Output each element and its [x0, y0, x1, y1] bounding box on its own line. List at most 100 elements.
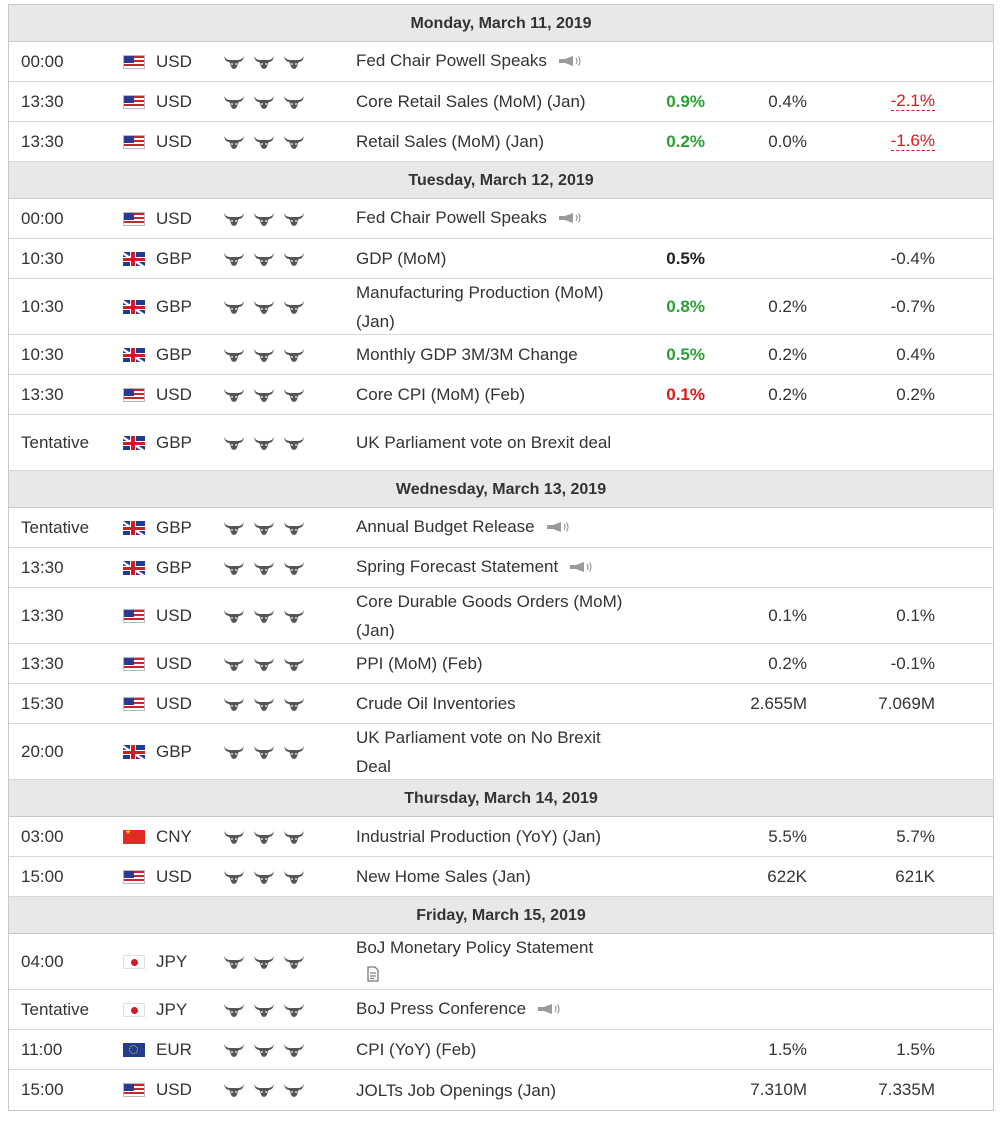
event-row[interactable]: 00:00 USD Fed Chair Powell Speaks	[9, 42, 993, 82]
event-name[interactable]: Manufacturing Production (MoM) (Jan)	[356, 282, 604, 331]
event-name-cell[interactable]: Monthly GDP 3M/3M Change	[356, 335, 631, 374]
previous-value[interactable]: -1.6%	[890, 131, 935, 151]
event-name-cell[interactable]: Core CPI (MoM) (Feb)	[356, 375, 631, 414]
event-time: 10:30	[21, 248, 64, 268]
event-row[interactable]: 13:30 USD PPI (MoM) (Feb) 0.2% -0.1%	[9, 644, 993, 684]
event-row[interactable]: 03:00 CNY Industrial Production (YoY) (Jan…	[9, 817, 993, 857]
event-name[interactable]: Spring Forecast Statement	[356, 557, 559, 577]
event-row[interactable]: Tentative GBP UK Parliament vote on Brexit…	[9, 415, 993, 471]
bull-icon	[223, 211, 245, 227]
event-name-cell[interactable]: Retail Sales (MoM) (Jan)	[356, 122, 631, 161]
event-name[interactable]: PPI (MoM) (Feb)	[356, 654, 483, 673]
event-name-cell[interactable]: Spring Forecast Statement	[356, 548, 631, 587]
event-name[interactable]: New Home Sales (Jan)	[356, 867, 531, 886]
event-row[interactable]: 15:00 USD New Home Sales (Jan) 622K 621K	[9, 857, 993, 897]
event-name[interactable]: Retail Sales (MoM) (Jan)	[356, 132, 544, 151]
event-name[interactable]: BoJ Press Conference	[356, 999, 527, 1019]
importance-rating	[223, 1030, 313, 1069]
forecast-value: 7.310M	[750, 1080, 807, 1099]
event-name-cell[interactable]: New Home Sales (Jan)	[356, 857, 631, 896]
event-row[interactable]: 10:30 GBP Monthly GDP 3M/3M Change 0.5% 0.2%…	[9, 335, 993, 375]
speech-icon	[545, 514, 571, 543]
event-row[interactable]: 13:30 USD Core Durable Goods Orders (MoM) …	[9, 588, 993, 644]
event-name-cell[interactable]: UK Parliament vote on No Brexit Deal	[356, 724, 631, 779]
event-name[interactable]: GDP (MoM)	[356, 249, 447, 268]
event-name[interactable]: Industrial Production (YoY) (Jan)	[356, 827, 602, 846]
forecast-value	[709, 990, 807, 1029]
event-row[interactable]: 13:30 GBP Spring Forecast Statement	[9, 548, 993, 588]
event-row[interactable]: 04:00 JPY BoJ Monetary Policy Statement	[9, 934, 993, 990]
event-name[interactable]: CPI (YoY) (Feb)	[356, 1040, 477, 1059]
bull-icon	[223, 54, 245, 70]
event-row[interactable]: 13:30 USD Retail Sales (MoM) (Jan) 0.2% 0.0%…	[9, 122, 993, 162]
event-name-cell[interactable]: GDP (MoM)	[356, 239, 631, 278]
event-name-cell[interactable]: Fed Chair Powell Speaks	[356, 42, 631, 81]
event-name[interactable]: Annual Budget Release	[356, 517, 535, 537]
event-name-cell[interactable]: Core Retail Sales (MoM) (Jan)	[356, 82, 631, 121]
event-row[interactable]: 13:30 USD Core CPI (MoM) (Feb) 0.1% 0.2% 0.2%	[9, 375, 993, 415]
bull-icon	[223, 696, 245, 712]
event-name-cell[interactable]: Industrial Production (YoY) (Jan)	[356, 817, 631, 856]
event-name-cell[interactable]: Core Durable Goods Orders (MoM) (Jan)	[356, 588, 631, 643]
event-name-cell[interactable]: UK Parliament vote on Brexit deal	[356, 415, 631, 470]
event-name-cell[interactable]: JOLTs Job Openings (Jan)	[356, 1070, 631, 1110]
previous-value: 1.5%	[896, 1039, 935, 1059]
previous-value: 7.069M	[878, 693, 935, 713]
event-time: Tentative	[21, 517, 90, 537]
forecast-value	[709, 199, 807, 238]
event-row[interactable]: 13:30 USD Core Retail Sales (MoM) (Jan) 0.9…	[9, 82, 993, 122]
event-row[interactable]: 15:30 USD Crude Oil Inventories 2.655M 7.069…	[9, 684, 993, 724]
currency-code: GBP	[156, 296, 192, 316]
previous-value-cell: 621K	[835, 857, 935, 896]
bull-icon	[253, 954, 275, 970]
event-name-cell[interactable]: Crude Oil Inventories	[356, 684, 631, 723]
currency-code: GBP	[156, 344, 192, 364]
flag-cell	[123, 375, 149, 414]
event-name[interactable]: Fed Chair Powell Speaks	[356, 208, 547, 228]
event-name[interactable]: UK Parliament vote on No Brexit Deal	[356, 727, 601, 776]
importance-rating	[223, 199, 313, 238]
event-name[interactable]: JOLTs Job Openings (Jan)	[356, 1080, 556, 1100]
event-name[interactable]: Fed Chair Powell Speaks	[356, 51, 547, 71]
speech-icon	[557, 205, 583, 234]
event-row[interactable]: 00:00 USD Fed Chair Powell Speaks	[9, 199, 993, 239]
previous-value[interactable]: -2.1%	[890, 91, 935, 111]
event-row[interactable]: 10:30 GBP GDP (MoM) 0.5% -0.4%	[9, 239, 993, 279]
event-name-cell[interactable]: BoJ Press Conference	[356, 990, 631, 1029]
event-row[interactable]: Tentative GBP Annual Budget Release	[9, 508, 993, 548]
event-name[interactable]: Core CPI (MoM) (Feb)	[356, 385, 526, 404]
event-name[interactable]: Monthly GDP 3M/3M Change	[356, 345, 578, 364]
currency-code: JPY	[156, 999, 188, 1019]
us-flag-icon	[123, 1083, 145, 1097]
event-row[interactable]: 10:30 GBP Manufacturing Production (MoM) (…	[9, 279, 993, 335]
actual-value	[605, 684, 705, 723]
forecast-value	[709, 548, 807, 587]
event-row[interactable]: 20:00 GBP UK Parliament vote on No Brexit …	[9, 724, 993, 780]
event-name-cell[interactable]: PPI (MoM) (Feb)	[356, 644, 631, 683]
gb-flag-icon	[123, 347, 145, 362]
event-name-cell[interactable]: Annual Budget Release	[356, 508, 631, 547]
event-name[interactable]: BoJ Monetary Policy Statement	[356, 937, 594, 957]
day-header: Thursday, March 14, 2019	[9, 780, 993, 817]
event-name-cell[interactable]: Manufacturing Production (MoM) (Jan)	[356, 279, 631, 334]
event-row[interactable]: 15:00 USD JOLTs Job Openings (Jan) 7.310M 7.…	[9, 1070, 993, 1110]
event-name-cell[interactable]: BoJ Monetary Policy Statement	[356, 934, 631, 989]
event-name[interactable]: UK Parliament vote on Brexit deal	[356, 433, 612, 452]
event-time: 15:00	[21, 1080, 64, 1099]
event-name[interactable]: Core Durable Goods Orders (MoM) (Jan)	[356, 591, 623, 640]
previous-value-cell: 5.7%	[835, 817, 935, 856]
event-name-cell[interactable]: Fed Chair Powell Speaks	[356, 199, 631, 238]
importance-rating	[223, 415, 313, 470]
previous-value: 5.7%	[896, 826, 935, 846]
event-time: 15:30	[21, 693, 64, 713]
event-name[interactable]: Crude Oil Inventories	[356, 694, 516, 713]
currency-code: USD	[156, 384, 192, 404]
previous-value: 0.2%	[896, 384, 935, 404]
event-name[interactable]: Core Retail Sales (MoM) (Jan)	[356, 92, 586, 111]
forecast-value	[709, 508, 807, 547]
forecast-value: 5.5%	[768, 826, 807, 846]
flag-cell	[123, 122, 149, 161]
event-name-cell[interactable]: CPI (YoY) (Feb)	[356, 1030, 631, 1069]
event-row[interactable]: 11:00 EUR CPI (YoY) (Feb) 1.5% 1.5%	[9, 1030, 993, 1070]
event-row[interactable]: Tentative JPY BoJ Press Conference	[9, 990, 993, 1030]
